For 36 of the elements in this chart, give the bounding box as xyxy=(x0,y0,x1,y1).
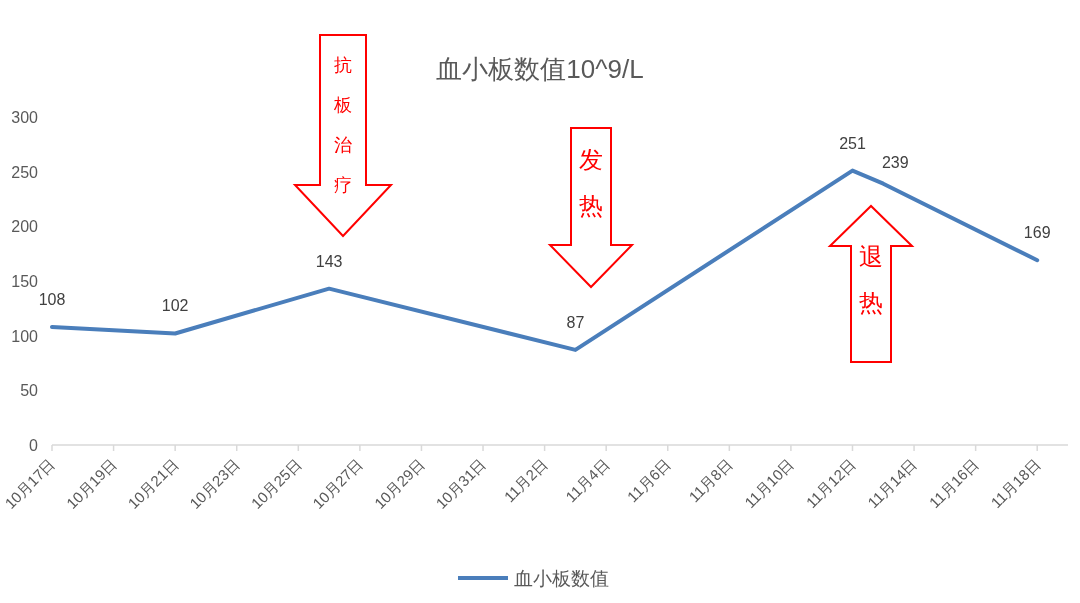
x-tick-label: 11月4日 xyxy=(562,455,613,506)
data-label: 102 xyxy=(161,297,189,315)
x-tick-label: 11月10日 xyxy=(740,455,798,512)
annotation: 发热 xyxy=(579,147,603,220)
x-tick-label: 10月31日 xyxy=(432,455,490,512)
annotation: 退热 xyxy=(859,244,883,317)
data-label: 87 xyxy=(566,313,585,331)
y-tick-label: 100 xyxy=(11,327,39,345)
data-label: 108 xyxy=(38,290,66,308)
x-tick-label: 11月8日 xyxy=(685,455,736,506)
y-tick-label: 150 xyxy=(11,273,39,290)
x-tick-label: 10月21日 xyxy=(124,455,182,512)
y-tick-label: 0 xyxy=(29,437,39,454)
data-label: 251 xyxy=(839,134,866,152)
data-label: 239 xyxy=(881,153,909,171)
y-tick-label: 50 xyxy=(20,382,39,400)
x-tick-label: 11月12日 xyxy=(802,455,859,512)
x-tick-label: 11月14日 xyxy=(864,455,921,512)
x-tick-label: 10月27日 xyxy=(309,455,366,512)
y-tick-label: 300 xyxy=(11,109,39,126)
data-label: 169 xyxy=(1023,224,1051,242)
x-tick-label: 11月18日 xyxy=(987,455,1044,512)
x-tick-label: 10月19日 xyxy=(62,455,120,512)
legend-label: 血小板数值 xyxy=(514,568,609,589)
chart-title: 血小板数值10^9/L xyxy=(436,54,644,84)
y-tick-label: 200 xyxy=(11,218,39,236)
x-tick-label: 10月17日 xyxy=(1,455,59,512)
x-tick-label: 10月23日 xyxy=(186,455,243,512)
data-label: 143 xyxy=(315,252,343,270)
x-tick-label: 11月2日 xyxy=(500,455,551,506)
x-tick-label: 11月6日 xyxy=(623,455,674,506)
x-tick-label: 11月16日 xyxy=(925,455,982,512)
x-tick-label: 10月29日 xyxy=(370,455,428,512)
x-tick-label: 10月25日 xyxy=(247,455,305,512)
y-tick-label: 250 xyxy=(11,163,39,181)
annotation: 抗板治疗 xyxy=(333,55,352,196)
